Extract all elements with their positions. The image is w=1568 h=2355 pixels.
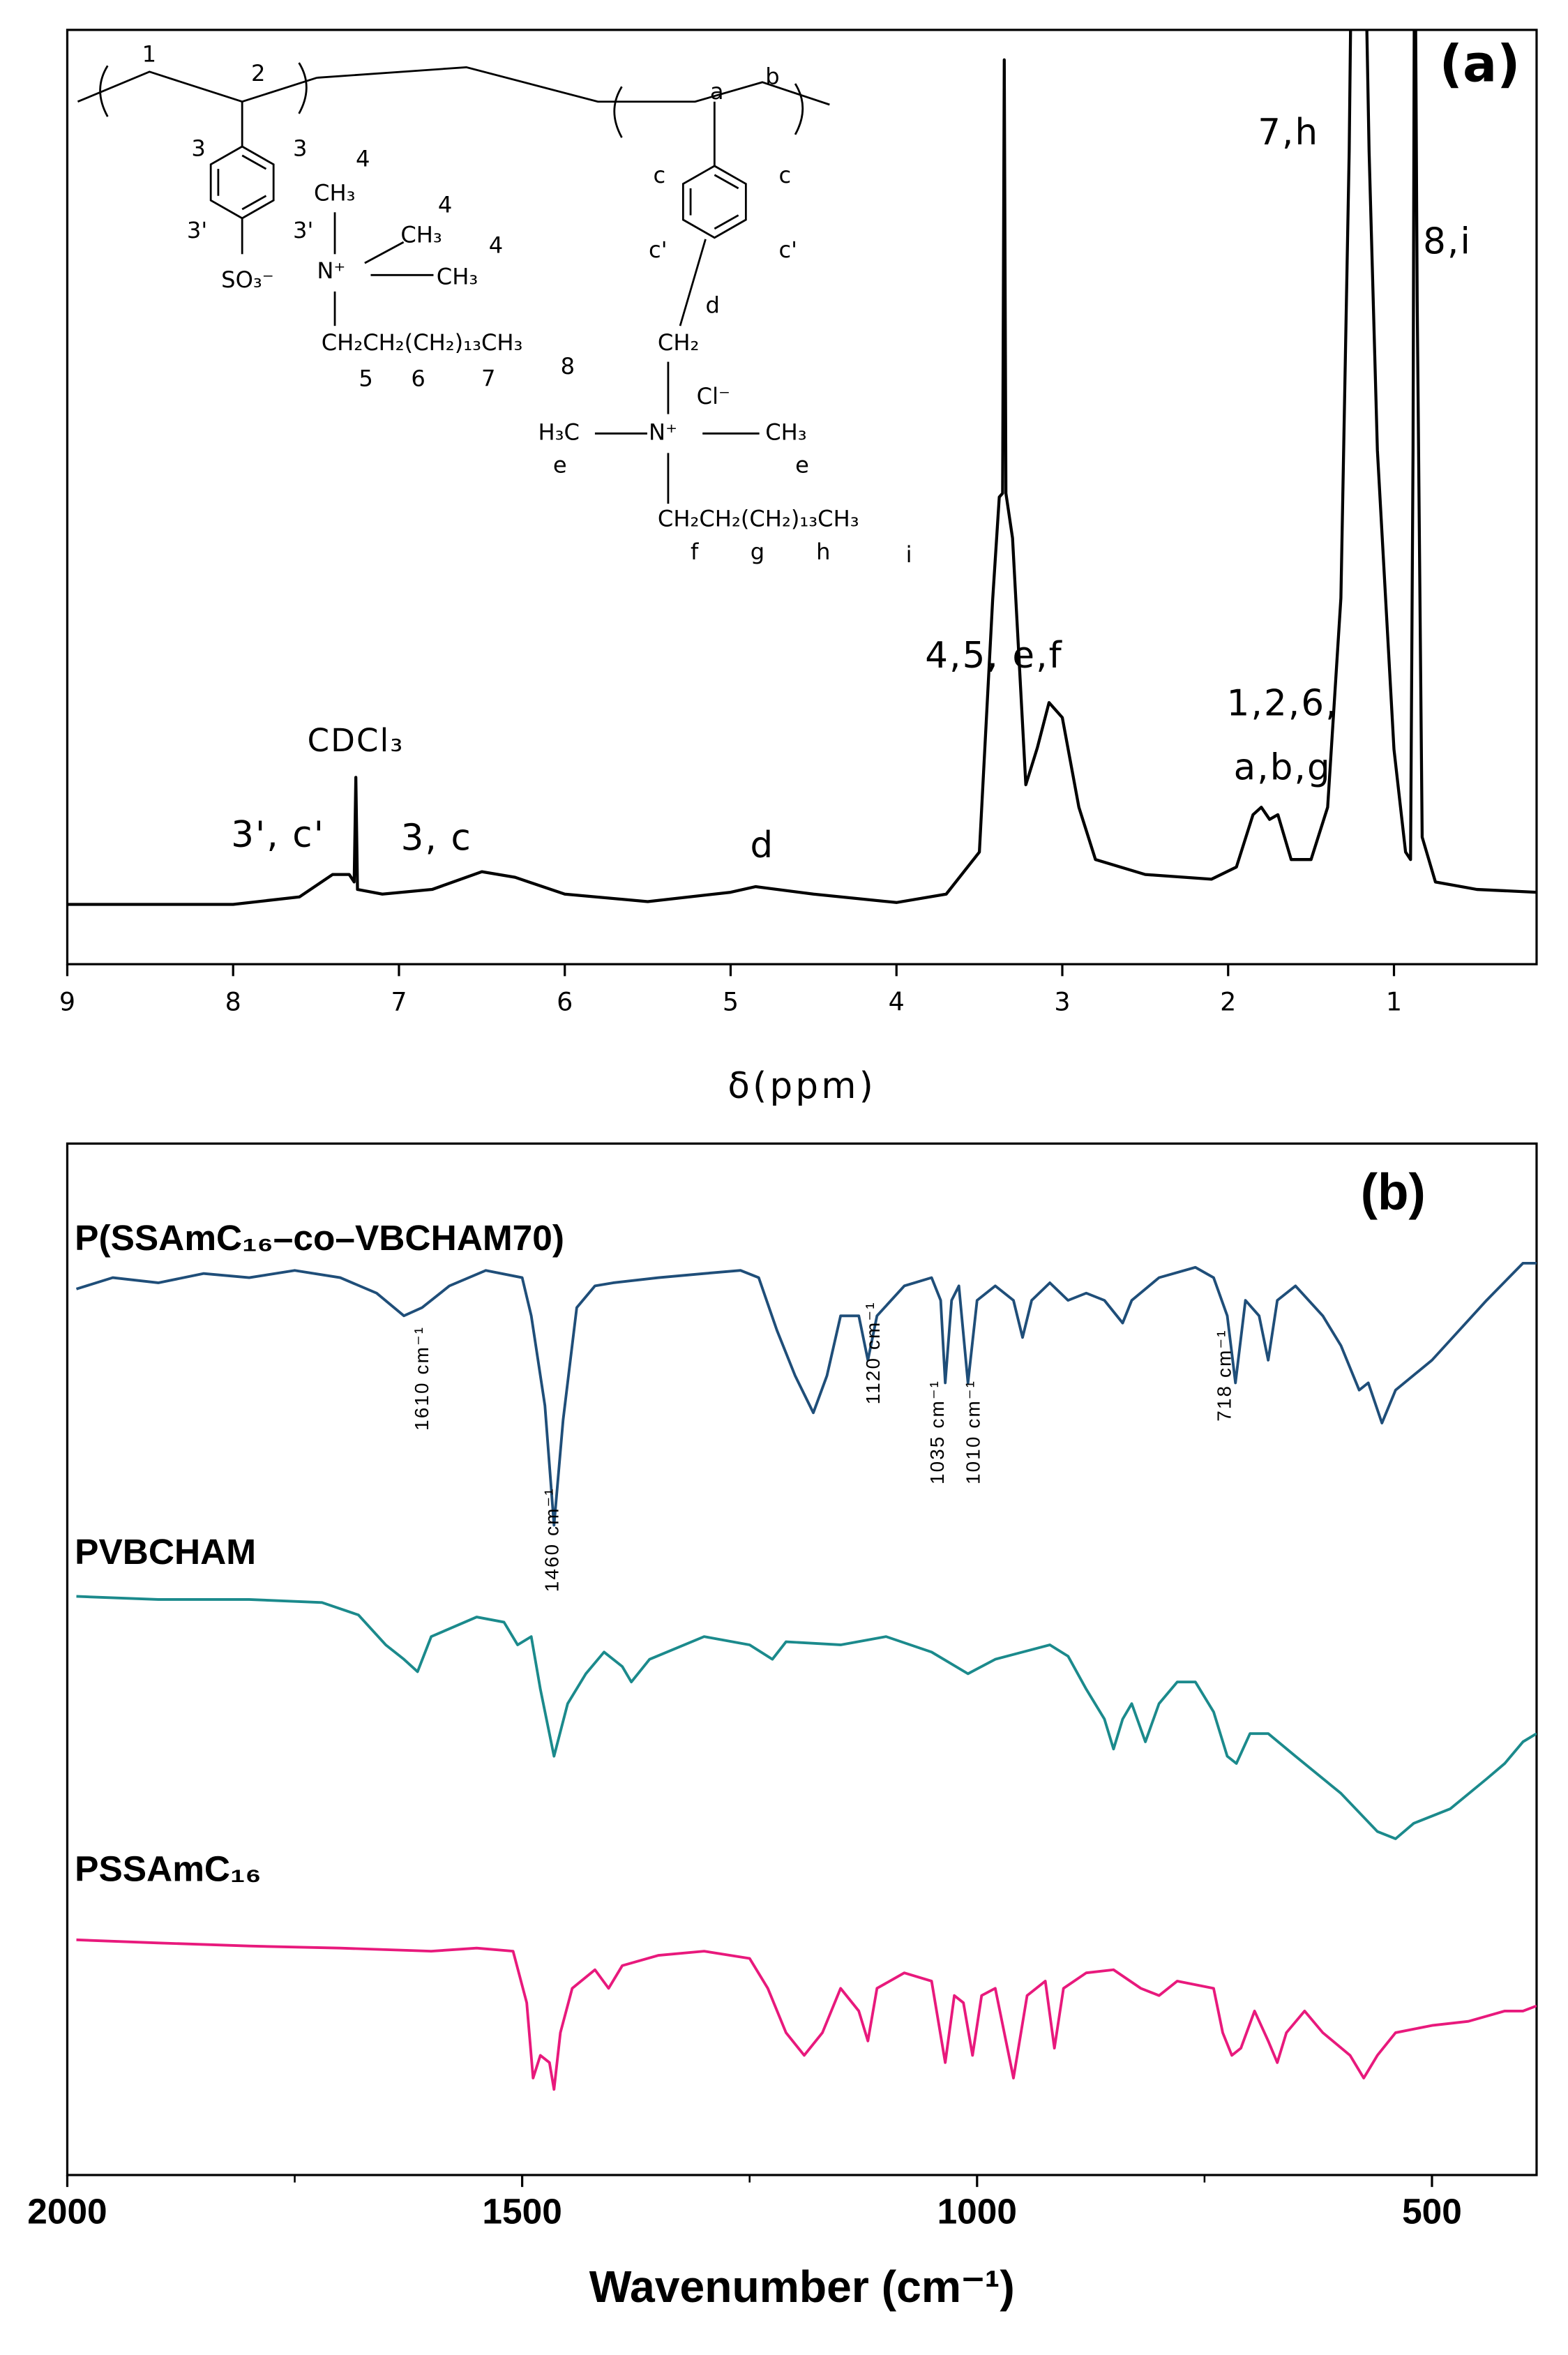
structure-label: h — [816, 539, 830, 565]
structure-label: CH₂CH₂(CH₂)₁₃CH₃ — [322, 329, 523, 356]
annotation: 718 cm⁻¹ — [1214, 1329, 1235, 1421]
structure-label: SO₃⁻ — [221, 266, 274, 293]
annotation: a,b,g — [1234, 747, 1332, 789]
annotation: (a) — [1440, 34, 1521, 93]
x-tick-label: 8 — [225, 986, 241, 1016]
x-tick-label: 7 — [391, 986, 407, 1016]
structure-label: 3' — [293, 217, 313, 243]
spectrum-line — [76, 1595, 1537, 1840]
x-tick-label: 2 — [1220, 986, 1236, 1016]
structure-label: Cl⁻ — [697, 383, 730, 409]
bond — [679, 239, 707, 326]
structure-label: e — [553, 452, 567, 479]
plot-frame — [66, 1142, 1538, 2176]
bracket — [298, 62, 308, 114]
x-tick-label: 3 — [1054, 986, 1070, 1016]
panel: 2000 1500 1000 500 Wavenumber (cm⁻¹) P(SSAmC₁… — [27, 1142, 1538, 2312]
bracket — [794, 83, 804, 135]
annotation: 3', c' — [231, 814, 325, 856]
structure-label: c' — [649, 236, 668, 263]
structure-label: 4 — [356, 145, 370, 172]
structure-label: CH₃ — [314, 180, 355, 206]
annotation: 1,2,6, — [1227, 682, 1339, 724]
annotation: 1120 cm⁻¹ — [862, 1301, 884, 1404]
x-tick-label: 1000 — [937, 2190, 1017, 2231]
structure-label: CH₃ — [400, 222, 442, 248]
x-tick-label: 1500 — [482, 2190, 561, 2231]
structure-label: CH₃ — [437, 264, 478, 290]
structure-label: c — [778, 162, 791, 188]
backbone — [317, 66, 830, 106]
ring — [681, 165, 747, 239]
structure-label: 7 — [481, 365, 495, 391]
structure-label: 3 — [293, 135, 307, 161]
structure-label: 3' — [187, 217, 207, 243]
structure-label: 8 — [561, 353, 575, 379]
plot-frame — [66, 29, 1538, 965]
series-label: P(SSAmC₁₆–co–VBCHAM70) — [75, 1217, 564, 1258]
structure-bonds — [77, 62, 830, 504]
structure-label: i — [906, 541, 912, 568]
spectrum-line — [75, 1261, 1537, 1527]
x-tick-label: 1 — [1386, 986, 1402, 1016]
x-axis-label: δ(ppm) — [728, 1065, 876, 1107]
backbone — [77, 70, 317, 103]
structure-label: e — [795, 452, 809, 479]
spectrum-line — [67, 29, 1537, 906]
structure-label: 4 — [438, 192, 452, 218]
x-axis-label: Wavenumber (cm⁻¹) — [589, 2262, 1015, 2312]
annotation: d — [751, 825, 775, 866]
structure-label: b — [765, 63, 779, 89]
annotation: 1610 cm⁻¹ — [411, 1326, 432, 1431]
structure-label: c — [653, 162, 665, 188]
ring-double — [217, 154, 267, 211]
bond — [364, 241, 405, 264]
ring-double — [689, 174, 739, 230]
structure-label: 5 — [359, 365, 372, 391]
annotation: 3, c — [401, 817, 472, 859]
annotation: (b) — [1361, 1164, 1426, 1221]
structure-label: N⁺ — [317, 257, 345, 284]
structure-label: 2 — [251, 60, 265, 86]
annotation: 1460 cm⁻¹ — [541, 1487, 562, 1592]
x-tick-label: 4 — [889, 986, 905, 1016]
structure-label: c' — [778, 236, 797, 263]
x-tick-label: 5 — [723, 986, 739, 1016]
series-label: PVBCHAM — [75, 1531, 256, 1572]
structure-label: 3 — [191, 135, 205, 161]
bracket — [99, 65, 109, 117]
structure-label: d — [705, 292, 719, 318]
annotation: 4,5, e,f — [925, 635, 1063, 677]
x-tick-label: 6 — [557, 986, 573, 1016]
structure-label: f — [691, 539, 699, 565]
structure-label: CH₂ — [658, 329, 699, 356]
bracket — [613, 86, 623, 138]
structure-label: 1 — [142, 40, 156, 67]
structure-label: CH₃ — [765, 419, 806, 445]
annotation: 8,i — [1423, 220, 1472, 262]
annotation: 1035 cm⁻¹ — [926, 1380, 948, 1484]
structure-label: N⁺ — [649, 419, 677, 445]
structure-label: H₃C — [538, 419, 579, 445]
annotation: CDCl₃ — [308, 722, 405, 759]
structure-label: a — [710, 78, 724, 105]
annotation: 1010 cm⁻¹ — [963, 1380, 984, 1484]
structure-label: CH₂CH₂(CH₂)₁₃CH₃ — [658, 506, 859, 532]
x-tick-label: 500 — [1402, 2190, 1462, 2231]
panel: 9 8 7 6 5 4 3 2 1 δ(ppm) (a) 7,h 8,i 4,5, e,f 1,2,6, a,… — [59, 29, 1538, 1107]
structure-label: 6 — [411, 365, 425, 391]
annotation: 7,h — [1258, 112, 1319, 153]
x-tick-label: 9 — [59, 986, 75, 1016]
structure-label: 4 — [489, 232, 503, 259]
structure-label: g — [751, 539, 764, 565]
series-label: PSSAmC₁₆ — [75, 1849, 262, 1889]
spectrum-line — [76, 1938, 1537, 2091]
x-tick-label: 2000 — [27, 2190, 107, 2231]
